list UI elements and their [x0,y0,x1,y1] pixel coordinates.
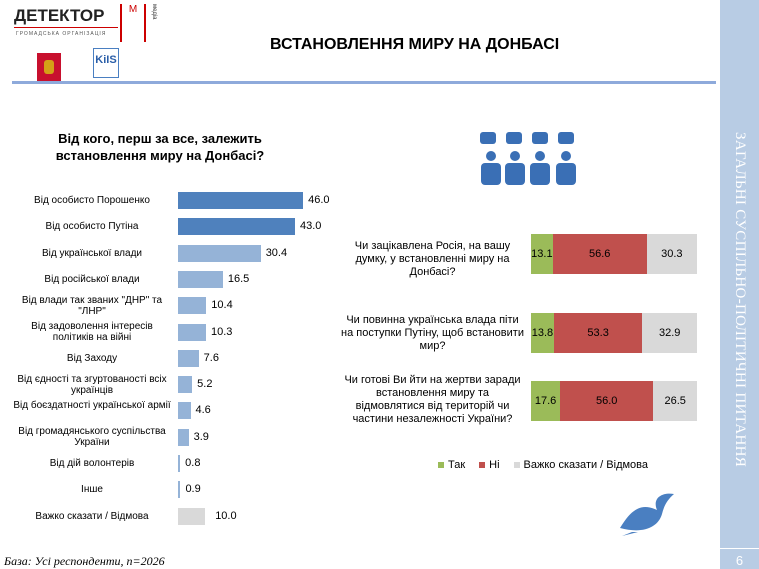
legend-label: Важко сказати / Відмова [523,459,649,471]
category-label: Інше [81,484,103,496]
segment-label: 56.0 [595,395,618,407]
segment-label: 56.6 [589,248,611,260]
legend-no: Ні [479,459,500,471]
segment-label: 17.6 [534,395,557,407]
value-label: 4.6 [195,404,211,417]
question-label: Чи повинна українська влада піти на пост… [341,314,524,352]
legend-hard: Важко сказати / Відмова [513,459,649,471]
bar [178,376,193,394]
value-label: 46.0 [308,194,330,206]
category-label: Від російської влади [44,273,140,285]
legend: Так Ні Важко сказати / Відмова [438,459,648,471]
kiis-logo: KiIS [93,48,119,78]
stacked-segment: 17.6 [531,381,561,421]
stacked-segment: 26.5 [653,381,698,421]
people-discussion-icon [480,132,576,185]
category-label: Від задоволення інтересів політиків на в… [31,321,153,343]
legend-label: Ні [489,459,500,471]
bar [178,507,206,525]
bar [178,481,181,499]
stacked-segment: 13.1 [531,234,553,274]
category-label: Від єдності та згуртованості всіх україн… [17,373,167,396]
value-label: 5.2 [197,378,213,391]
segment-label: 13.8 [531,327,554,339]
legend-yes: Так [438,459,465,471]
category-label: Від громадянського суспільства України [18,426,166,449]
logo-media-label: медіа [151,4,157,20]
bar [178,297,207,315]
value-label: 0.8 [185,457,201,469]
sidebar [720,0,759,569]
detector-logo: ДЕТЕКТОР [14,6,105,25]
section-title: ЗАГАЛЬНІ СУСПІЛЬНО-ПОЛІТИЧНІ ПИТАННЯ [732,132,748,468]
category-label: Від української влади [41,247,143,259]
header-divider [12,81,716,84]
bar [178,402,191,420]
value-label: 43.0 [299,220,322,233]
stacked-segment: 56.6 [552,234,647,274]
legend-swatch [479,462,486,468]
logo-subtitle: ГРОМАДСЬКА ОРГАНІЗАЦІЯ [16,31,107,37]
dove-icon [620,493,674,536]
stacked-segment: 32.9 [642,313,697,353]
bar [178,244,261,262]
segment-label: 26.5 [664,395,686,407]
segment-label: 32.9 [658,327,681,339]
legend-swatch [438,462,444,468]
bar [178,455,181,472]
bar [178,428,189,446]
value-label: 30.4 [265,246,288,259]
stacked-segment: 13.8 [531,313,554,353]
stacked-segment: 56.0 [560,381,654,421]
page-title: ВСТАНОВЛЕННЯ МИРУ НА ДОНБАСІ [270,36,560,53]
question-label: Чи зацікавлена Росія, на вашу думку, у в… [354,240,511,278]
category-label: Від Заходу [66,352,118,364]
segment-label: 53.3 [587,327,609,339]
stacked-segment: 30.3 [646,234,697,274]
bar [178,349,199,367]
left-chart-title: Від кого, перш за все, залежить встановл… [55,131,265,163]
category-label: Від дій волонтерів [49,458,135,469]
segment-label: 30.3 [661,248,683,260]
question-label: Чи готові Ви йти на жертви заради встано… [344,374,521,425]
value-label: 16.5 [227,272,250,285]
category-label: Від особисто Путіна [45,221,139,233]
category-label: Від боєздатності української армії [13,399,171,411]
value-label: 0.9 [185,483,201,496]
category-label: Від особисто Порошенко [34,195,150,206]
value-label: 10.3 [211,325,233,338]
legend-label: Так [448,459,466,471]
value-label: 7.6 [203,351,219,364]
bar [178,192,304,209]
segment-label: 13.1 [531,248,553,260]
crest-icon [44,60,54,74]
legend-swatch [513,462,520,468]
value-label: 3.9 [193,430,209,443]
logo-m-mark: М [120,4,146,42]
base-note: База: Усі респонденти, n=2026 [4,554,165,568]
bar [178,323,207,341]
category-label: Важко сказати / Відмова [35,510,149,522]
bar [178,218,295,236]
page-number: 6 [720,548,759,568]
value-label: 10.0 [215,509,237,522]
stacked-segment: 53.3 [553,313,643,353]
bar [178,270,223,288]
category-label: Від влади так званих "ДНР" та "ЛНР" [21,294,163,317]
value-label: 10.4 [211,299,233,312]
logo-line [14,27,118,28]
